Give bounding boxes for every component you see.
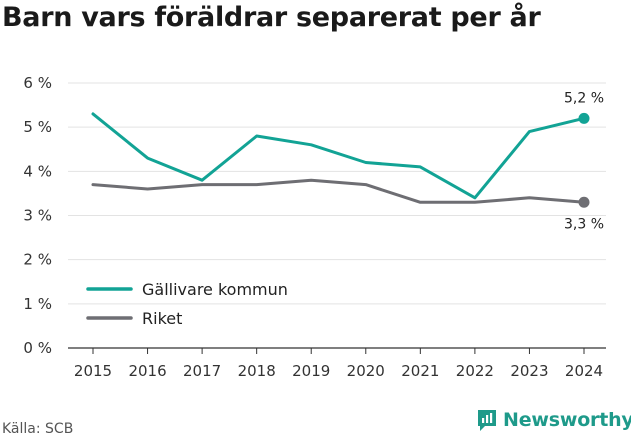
y-tick-label: 3 % (23, 207, 52, 225)
series-line-riket (91, 178, 586, 204)
x-tick-label: 2024 (565, 362, 603, 380)
chart-title: Barn vars föräldrar separerat per år (2, 2, 541, 33)
brand-logo: Newsworthy (476, 408, 631, 432)
legend-label: Gällivare kommun (142, 280, 288, 299)
x-tick-label: 2021 (401, 362, 439, 380)
y-tick-label: 0 % (23, 339, 52, 357)
x-tick-label: 2017 (183, 362, 221, 380)
end-point-marker (578, 112, 590, 124)
x-tick-label: 2023 (510, 362, 548, 380)
y-tick-label: 1 % (23, 295, 52, 313)
x-tick-label: 2018 (238, 362, 276, 380)
brand-name: Newsworthy (503, 409, 631, 431)
end-point-marker (578, 196, 590, 208)
x-tick-label: 2019 (292, 362, 330, 380)
y-tick-label: 5 % (23, 118, 52, 136)
x-tick-label: 2016 (128, 362, 166, 380)
x-tick-label: 2022 (456, 362, 494, 380)
legend-label: Riket (142, 309, 182, 328)
y-tick-label: 6 % (23, 74, 52, 92)
x-tick-label: 2015 (74, 362, 112, 380)
x-tick-label: 2020 (347, 362, 385, 380)
source-text: Källa: SCB (2, 421, 74, 437)
newsworthy-logo-icon (478, 410, 496, 431)
y-tick-label: 2 % (23, 251, 52, 269)
data-label: 3,3 % (564, 216, 604, 232)
y-tick-label: 4 % (23, 162, 52, 180)
data-label: 5,2 % (564, 90, 604, 106)
series-line-gallivare (91, 112, 586, 200)
